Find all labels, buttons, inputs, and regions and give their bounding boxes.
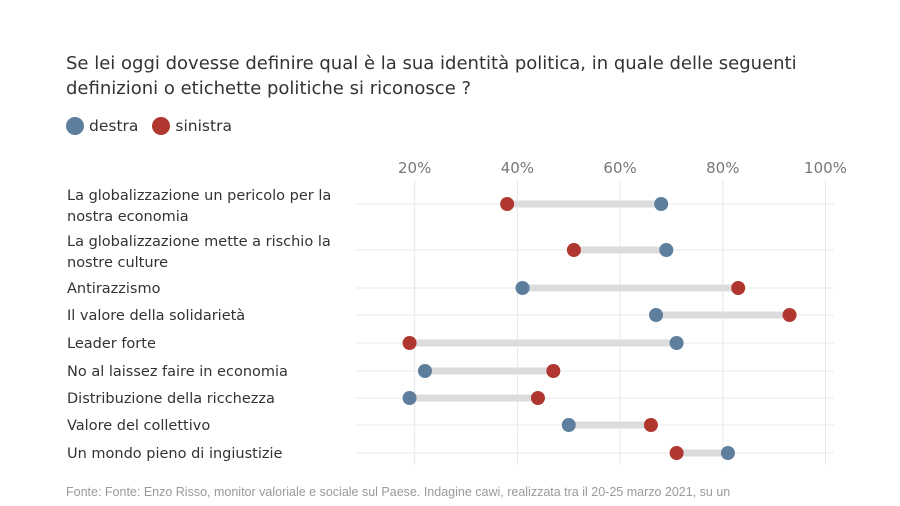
dot-destra: [561, 418, 576, 432]
legend-item-sinistra: sinistra: [152, 117, 232, 135]
category-label: Il valore della solidarietà: [67, 308, 245, 324]
category-label: La globalizzazione mette a rischio la: [67, 234, 331, 250]
x-tick-label: 100%: [804, 159, 847, 177]
dot-destra: [669, 336, 684, 350]
dot-sinistra: [731, 281, 746, 295]
category-label: Antirazzismo: [67, 281, 161, 297]
category-label: No al laissez faire in economia: [67, 364, 288, 380]
dot-sinistra: [500, 197, 515, 211]
dot-destra: [402, 391, 417, 405]
dot-destra: [649, 308, 664, 322]
dot-sinistra: [566, 243, 581, 257]
legend: destra sinistra: [66, 117, 246, 135]
legend-label-sinistra: sinistra: [175, 117, 232, 135]
x-tick-label: 40%: [501, 159, 534, 177]
category-label: nostre culture: [67, 255, 168, 271]
dot-destra: [515, 281, 530, 295]
x-tick-label: 60%: [603, 159, 636, 177]
category-label: Leader forte: [67, 336, 156, 352]
dot-sinistra: [402, 336, 417, 350]
category-label: nostra economia: [67, 209, 189, 225]
dot-sinistra: [530, 391, 545, 405]
dot-destra: [654, 197, 669, 211]
dot-destra: [417, 364, 432, 378]
legend-dot-sinistra-icon: [152, 117, 171, 135]
x-tick-label: 20%: [398, 159, 431, 177]
dot-sinistra: [546, 364, 561, 378]
x-tick-label: 80%: [706, 159, 739, 177]
category-label: Distribuzione della ricchezza: [67, 391, 275, 407]
category-label: Valore del collettivo: [67, 418, 210, 434]
legend-dot-destra-icon: [66, 117, 84, 135]
dot-sinistra: [782, 308, 797, 322]
category-label: Un mondo pieno di ingiustizie: [67, 446, 282, 462]
dot-sinistra: [643, 418, 658, 432]
chart-title: Se lei oggi dovesse definire qual è la s…: [66, 53, 797, 99]
dot-destra: [659, 243, 674, 257]
source-note: Fonte: Fonte: Enzo Risso, monitor valori…: [66, 485, 731, 499]
legend-item-destra: destra: [66, 117, 138, 135]
legend-label-destra: destra: [89, 117, 139, 135]
dot-sinistra: [669, 446, 684, 460]
category-label: La globalizzazione un pericolo per la: [67, 188, 331, 204]
dot-destra: [720, 446, 735, 460]
